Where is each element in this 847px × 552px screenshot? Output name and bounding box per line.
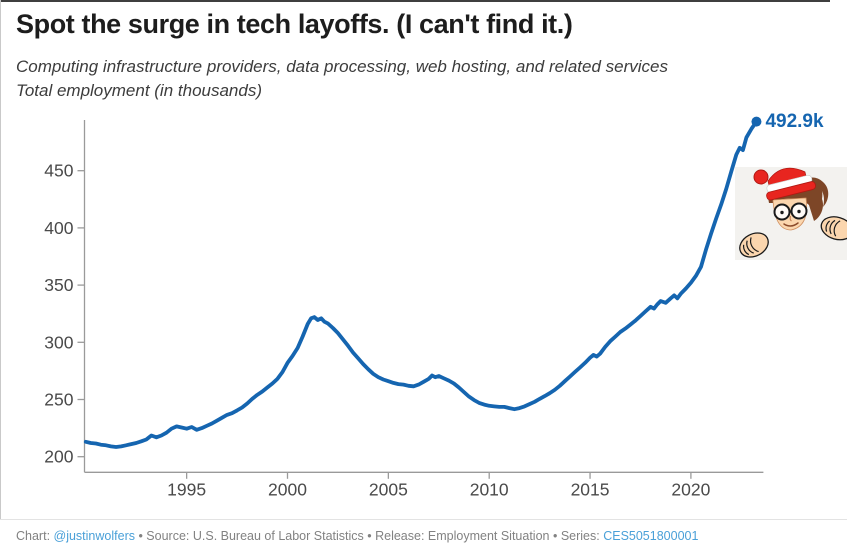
top-border [0, 0, 830, 2]
y-tick-label: 350 [44, 275, 73, 295]
end-value-label: 492.9k [765, 110, 824, 132]
series-id-link[interactable]: CES5051800001 [603, 529, 699, 543]
y-tick-label: 250 [44, 390, 73, 410]
y-tick-label: 300 [44, 332, 73, 352]
footer-source-text: • Source: U.S. Bureau of Labor Statistic… [134, 529, 604, 543]
footer-attribution: Chart: @justinwolfers • Source: U.S. Bur… [16, 529, 698, 543]
left-border [0, 0, 1, 552]
y-tick-label: 400 [44, 218, 73, 238]
footer-chart-label: Chart: [16, 529, 54, 543]
employment-line-series [83, 119, 759, 449]
page-title: Spot the surge in tech layoffs. (I can't… [16, 9, 573, 39]
waldo-image [735, 167, 847, 260]
x-tick-label: 1995 [167, 479, 206, 499]
chart-author-link[interactable]: @justinwolfers [53, 529, 135, 543]
chart-subtitle-line1: Computing infrastructure providers, data… [16, 57, 669, 76]
x-tick-label: 2020 [671, 479, 710, 499]
end-point-dot [751, 116, 762, 127]
footer: Chart: @justinwolfers • Source: U.S. Bur… [0, 519, 847, 552]
x-tick-label: 2005 [369, 479, 408, 499]
waldo-peeking-icon [735, 167, 847, 260]
y-tick-label: 200 [44, 447, 73, 467]
y-tick-label: 450 [44, 161, 73, 181]
x-tick-label: 2000 [268, 479, 307, 499]
chart-subtitle-line2: Total employment (in thousands) [16, 81, 263, 100]
x-tick-label: 2010 [470, 479, 509, 499]
x-tick-label: 2015 [571, 479, 610, 499]
